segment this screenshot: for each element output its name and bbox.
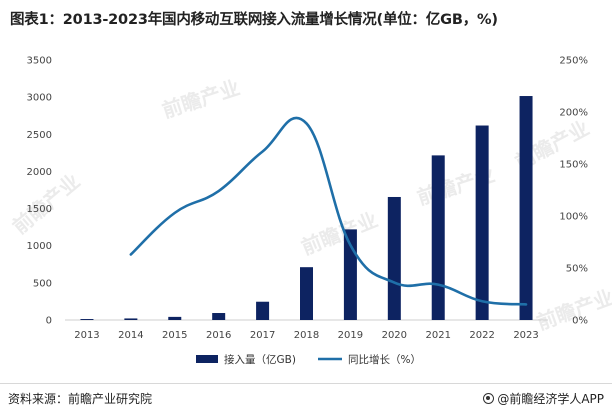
watermark-text: 前瞻产业 xyxy=(159,75,243,123)
x-tick-label: 2016 xyxy=(206,330,231,341)
brand-label: @前瞻经济学人APP xyxy=(497,392,604,406)
growth-line xyxy=(129,116,528,306)
x-tick-label: 2020 xyxy=(382,330,407,341)
y-left-tick-label: 1500 xyxy=(27,204,52,215)
bar xyxy=(168,316,182,320)
bar xyxy=(519,96,533,321)
legend-line-label: 同比增长（%） xyxy=(348,353,421,366)
chart-title: 图表1：2013-2023年国内移动互联网接入流量增长情况(单位：亿GB，%) xyxy=(10,12,498,28)
y-right-tick-label: 250% xyxy=(559,56,588,67)
footer: 资料来源：前瞻产业研究院 @前瞻经济学人APP xyxy=(0,383,612,416)
bars xyxy=(80,96,533,321)
y-right-tick-label: 0% xyxy=(572,316,588,327)
x-tick-label: 2018 xyxy=(294,330,319,341)
x-tick-label: 2022 xyxy=(469,330,494,341)
bar xyxy=(300,267,313,320)
y-right-tick-label: 200% xyxy=(559,108,588,119)
brand-note: @前瞻经济学人APP xyxy=(483,390,604,407)
y-left-tick-label: 500 xyxy=(33,278,52,289)
watermark-text: 前瞻产业 xyxy=(534,285,612,335)
bar xyxy=(387,196,401,320)
source-note: 资料来源：前瞻产业研究院 xyxy=(8,392,153,406)
y-right-tick-label: 50% xyxy=(566,264,588,275)
y-left-tick-label: 1000 xyxy=(27,241,52,252)
right-axis: 0% 50% 100% 150% 200% 250% xyxy=(559,56,588,327)
x-tick-label: 2013 xyxy=(74,330,99,341)
x-tick-label: 2019 xyxy=(338,330,363,341)
x-tick-label: 2015 xyxy=(162,330,187,341)
qianzhan-logo-icon xyxy=(483,393,495,404)
y-left-tick-label: 2500 xyxy=(27,130,52,141)
legend-bar-swatch xyxy=(196,355,218,363)
x-axis-ticks: 2013 2014 2015 2016 2017 2018 2019 2020 2021 2022… xyxy=(74,330,539,341)
legend-bar-label: 接入量（亿GB) xyxy=(224,353,296,366)
bar xyxy=(431,155,445,320)
line-series xyxy=(129,116,528,306)
y-left-tick-label: 0 xyxy=(46,316,52,327)
bar xyxy=(475,125,489,321)
bar xyxy=(212,313,226,320)
x-tick-label: 2021 xyxy=(426,330,451,341)
y-left-tick-label: 3000 xyxy=(27,93,52,104)
bar xyxy=(256,301,270,320)
x-tick-label: 2017 xyxy=(250,330,275,341)
legend: 接入量（亿GB) 同比增长（%） xyxy=(196,353,421,366)
x-tick-label: 2014 xyxy=(118,330,143,341)
y-right-tick-label: 150% xyxy=(559,160,588,171)
bar xyxy=(80,319,94,320)
y-right-tick-label: 100% xyxy=(559,212,588,223)
left-axis: 0 500 1000 1500 2000 2500 3000 3500 xyxy=(27,56,52,327)
y-left-tick-label: 3500 xyxy=(27,56,52,67)
bar xyxy=(124,318,138,320)
y-left-tick-label: 2000 xyxy=(27,167,52,178)
x-tick-label: 2023 xyxy=(513,330,538,341)
